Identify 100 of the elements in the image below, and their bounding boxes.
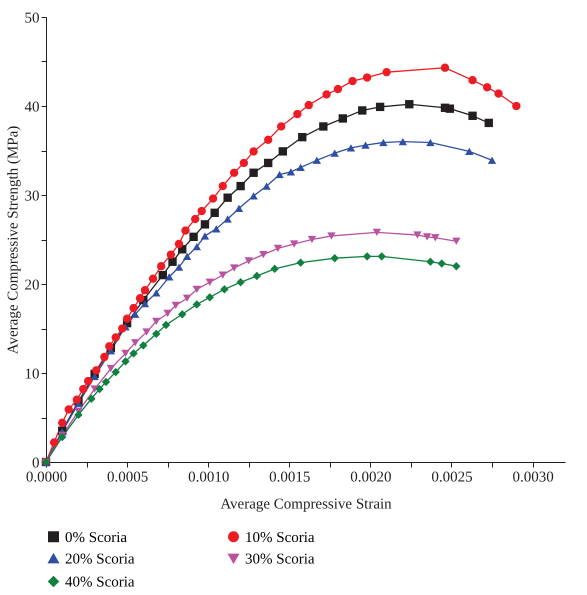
point — [468, 112, 477, 120]
point — [152, 318, 160, 326]
point — [198, 206, 206, 216]
point — [178, 310, 186, 318]
point — [192, 286, 202, 293]
point — [488, 156, 496, 164]
point — [230, 264, 238, 272]
point — [220, 285, 229, 294]
point — [162, 320, 170, 330]
point — [304, 100, 313, 110]
point — [136, 294, 144, 302]
point — [330, 150, 339, 157]
point — [405, 100, 414, 108]
point — [249, 147, 258, 156]
point — [278, 147, 287, 156]
point — [152, 330, 160, 338]
point — [330, 254, 339, 262]
point — [426, 138, 435, 146]
point — [168, 258, 177, 266]
point — [296, 164, 305, 172]
point — [200, 232, 210, 240]
point — [200, 220, 210, 229]
legend-label: 0% Scoria — [65, 530, 128, 546]
point — [327, 232, 336, 240]
point — [74, 410, 83, 420]
point — [140, 286, 150, 294]
point — [276, 122, 286, 131]
point — [244, 257, 253, 264]
point — [298, 132, 306, 142]
point — [181, 226, 190, 235]
point — [142, 328, 151, 336]
point — [362, 252, 372, 261]
y-tick-label: 40 — [24, 100, 40, 116]
point — [79, 384, 88, 394]
point — [158, 270, 167, 280]
point — [174, 263, 184, 271]
point — [156, 262, 166, 270]
point — [252, 272, 262, 280]
point — [236, 278, 245, 286]
point — [100, 352, 109, 362]
point — [189, 232, 198, 242]
point — [290, 240, 298, 248]
point — [163, 310, 172, 317]
point — [121, 350, 130, 358]
point — [334, 84, 342, 94]
point — [249, 192, 258, 200]
point — [468, 76, 477, 84]
point — [191, 214, 200, 224]
point — [87, 394, 96, 403]
point — [166, 250, 176, 259]
point — [206, 278, 214, 286]
x-tick-label: 0.0030 — [512, 470, 554, 486]
point — [218, 182, 227, 190]
legend-label: 40% Scoria — [65, 574, 135, 590]
point — [192, 242, 202, 250]
point — [112, 368, 120, 376]
point — [64, 405, 73, 414]
point — [482, 83, 492, 92]
point — [192, 300, 202, 309]
point — [112, 333, 120, 342]
point — [182, 294, 192, 302]
point — [308, 236, 316, 244]
point — [139, 341, 148, 350]
point — [230, 168, 238, 177]
point — [452, 238, 461, 245]
y-tick-label: 20 — [24, 278, 40, 294]
point — [234, 204, 244, 212]
point — [440, 64, 450, 72]
point — [494, 89, 503, 98]
point — [312, 156, 322, 164]
point — [236, 182, 245, 190]
point — [322, 90, 331, 99]
legend-label: 30% Scoria — [245, 552, 315, 568]
point — [129, 304, 138, 312]
point — [438, 259, 446, 268]
point — [223, 215, 232, 223]
point — [206, 293, 214, 302]
point — [452, 262, 461, 270]
x-tick-label: 0.0020 — [350, 470, 392, 486]
point — [208, 194, 218, 203]
point — [264, 136, 272, 144]
x-tick-label: 0.0025 — [431, 470, 473, 486]
point — [376, 102, 384, 112]
point — [270, 264, 279, 274]
point — [286, 168, 296, 176]
point — [84, 376, 92, 386]
point — [106, 364, 116, 372]
point — [372, 228, 382, 236]
y-tick-label: 10 — [24, 366, 40, 382]
point — [259, 251, 268, 258]
x-tick-label: 0.0010 — [188, 470, 230, 486]
point — [102, 378, 110, 386]
point — [131, 310, 140, 318]
y-tick-label: 30 — [24, 188, 40, 204]
point — [174, 240, 184, 248]
point — [121, 357, 130, 366]
point — [92, 366, 100, 375]
point — [140, 300, 150, 308]
point — [274, 244, 282, 252]
point — [293, 110, 302, 118]
